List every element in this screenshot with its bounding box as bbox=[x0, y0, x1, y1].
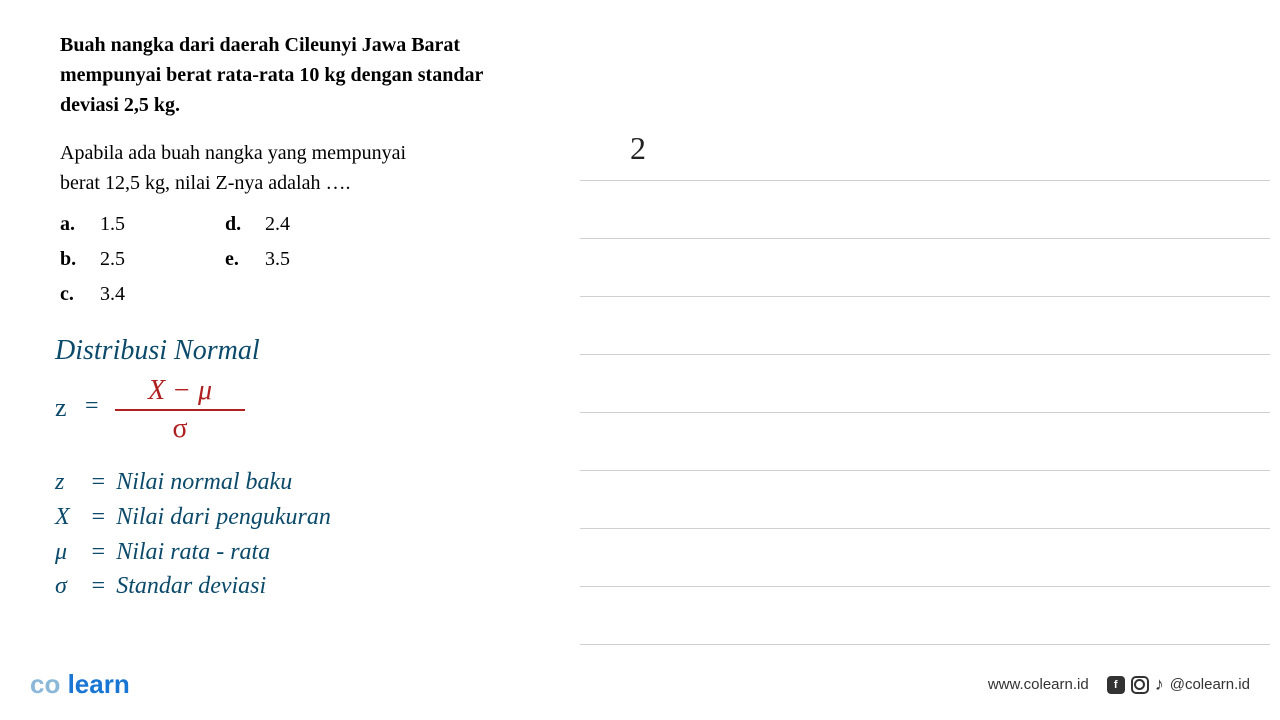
ruled-line bbox=[580, 586, 1270, 587]
context-line-3: deviasi 2,5 kg. bbox=[60, 94, 180, 116]
logo-learn: learn bbox=[68, 669, 130, 699]
def-z: z = Nilai normal baku bbox=[55, 465, 331, 500]
option-label-b: b. bbox=[60, 248, 80, 271]
ruled-lines bbox=[580, 180, 1270, 702]
tiktok-icon: ♪ bbox=[1155, 676, 1164, 694]
hw-title: Distribusi Normal bbox=[55, 335, 331, 367]
def-z-eq: = bbox=[90, 465, 106, 500]
option-d: d. 2.4 bbox=[225, 213, 290, 236]
def-x-sym: X bbox=[55, 500, 80, 535]
formula-denominator: σ bbox=[115, 413, 245, 445]
ruled-line bbox=[580, 412, 1270, 413]
website-url: www.colearn.id bbox=[988, 676, 1089, 693]
formula-z-symbol: z bbox=[55, 393, 67, 423]
ruled-line bbox=[580, 354, 1270, 355]
social-handle: @colearn.id bbox=[1170, 676, 1250, 693]
handwritten-solution: Distribusi Normal z = X − μ σ z = Nilai … bbox=[55, 335, 331, 604]
ruled-line bbox=[580, 238, 1270, 239]
option-b: b. 2.5 bbox=[60, 248, 125, 271]
option-value-d: 2.4 bbox=[265, 213, 290, 236]
context-text: Buah nangka dari daerah Cileunyi Jawa Ba… bbox=[60, 30, 560, 120]
option-e: e. 3.5 bbox=[225, 248, 290, 271]
def-z-sym: z bbox=[55, 465, 80, 500]
def-mu-text: Nilai rata - rata bbox=[116, 535, 270, 570]
formula-numerator: X − μ bbox=[115, 375, 245, 407]
instagram-icon bbox=[1131, 676, 1149, 694]
hw-step-number: 2 bbox=[630, 130, 1260, 167]
footer: co learn www.colearn.id f ♪ @colearn.id bbox=[0, 669, 1280, 700]
def-sigma-eq: = bbox=[90, 569, 106, 604]
option-value-a: 1.5 bbox=[100, 213, 125, 236]
options-col-2: d. 2.4 e. 3.5 bbox=[225, 213, 290, 306]
context-line-2: mempunyai berat rata-rata 10 kg dengan s… bbox=[60, 64, 483, 86]
formula-equals: = bbox=[85, 393, 99, 420]
definitions: z = Nilai normal baku X = Nilai dari pen… bbox=[55, 465, 331, 604]
def-mu-sym: μ bbox=[55, 535, 80, 570]
problem-area: Buah nangka dari daerah Cileunyi Jawa Ba… bbox=[60, 30, 560, 306]
def-z-text: Nilai normal baku bbox=[116, 465, 292, 500]
options-col-1: a. 1.5 b. 2.5 c. 3.4 bbox=[60, 213, 125, 306]
option-label-c: c. bbox=[60, 283, 80, 306]
option-c: c. 3.4 bbox=[60, 283, 125, 306]
options-grid: a. 1.5 b. 2.5 c. 3.4 d. 2.4 e. 3.5 bbox=[60, 213, 560, 306]
logo: co learn bbox=[30, 669, 130, 700]
social-icons: f ♪ @colearn.id bbox=[1107, 676, 1250, 694]
ruled-line bbox=[580, 644, 1270, 645]
ruled-line bbox=[580, 528, 1270, 529]
question-line-1: Apabila ada buah nangka yang mempunyai bbox=[60, 142, 406, 164]
option-value-e: 3.5 bbox=[265, 248, 290, 271]
ruled-line bbox=[580, 180, 1270, 181]
option-value-b: 2.5 bbox=[100, 248, 125, 271]
def-x-eq: = bbox=[90, 500, 106, 535]
def-x-text: Nilai dari pengukuran bbox=[116, 500, 331, 535]
ruled-line bbox=[580, 296, 1270, 297]
option-label-a: a. bbox=[60, 213, 80, 236]
question-line-2: berat 12,5 kg, nilai Z-nya adalah …. bbox=[60, 172, 350, 194]
formula-fraction: X − μ σ bbox=[115, 375, 245, 445]
option-label-d: d. bbox=[225, 213, 245, 236]
option-label-e: e. bbox=[225, 248, 245, 271]
logo-co: co bbox=[30, 669, 60, 699]
def-mu: μ = Nilai rata - rata bbox=[55, 535, 331, 570]
def-sigma: σ = Standar deviasi bbox=[55, 569, 331, 604]
facebook-icon: f bbox=[1107, 676, 1125, 694]
def-x: X = Nilai dari pengukuran bbox=[55, 500, 331, 535]
context-line-1: Buah nangka dari daerah Cileunyi Jawa Ba… bbox=[60, 34, 460, 56]
fraction-line bbox=[115, 409, 245, 411]
def-mu-eq: = bbox=[90, 535, 106, 570]
question-text: Apabila ada buah nangka yang mempunyai b… bbox=[60, 138, 560, 198]
def-sigma-sym: σ bbox=[55, 569, 80, 604]
footer-right: www.colearn.id f ♪ @colearn.id bbox=[988, 676, 1250, 694]
option-a: a. 1.5 bbox=[60, 213, 125, 236]
option-value-c: 3.4 bbox=[100, 283, 125, 306]
ruled-line bbox=[580, 470, 1270, 471]
right-workspace: 2 bbox=[620, 130, 1260, 167]
z-formula: z = X − μ σ bbox=[55, 375, 331, 455]
def-sigma-text: Standar deviasi bbox=[116, 569, 266, 604]
